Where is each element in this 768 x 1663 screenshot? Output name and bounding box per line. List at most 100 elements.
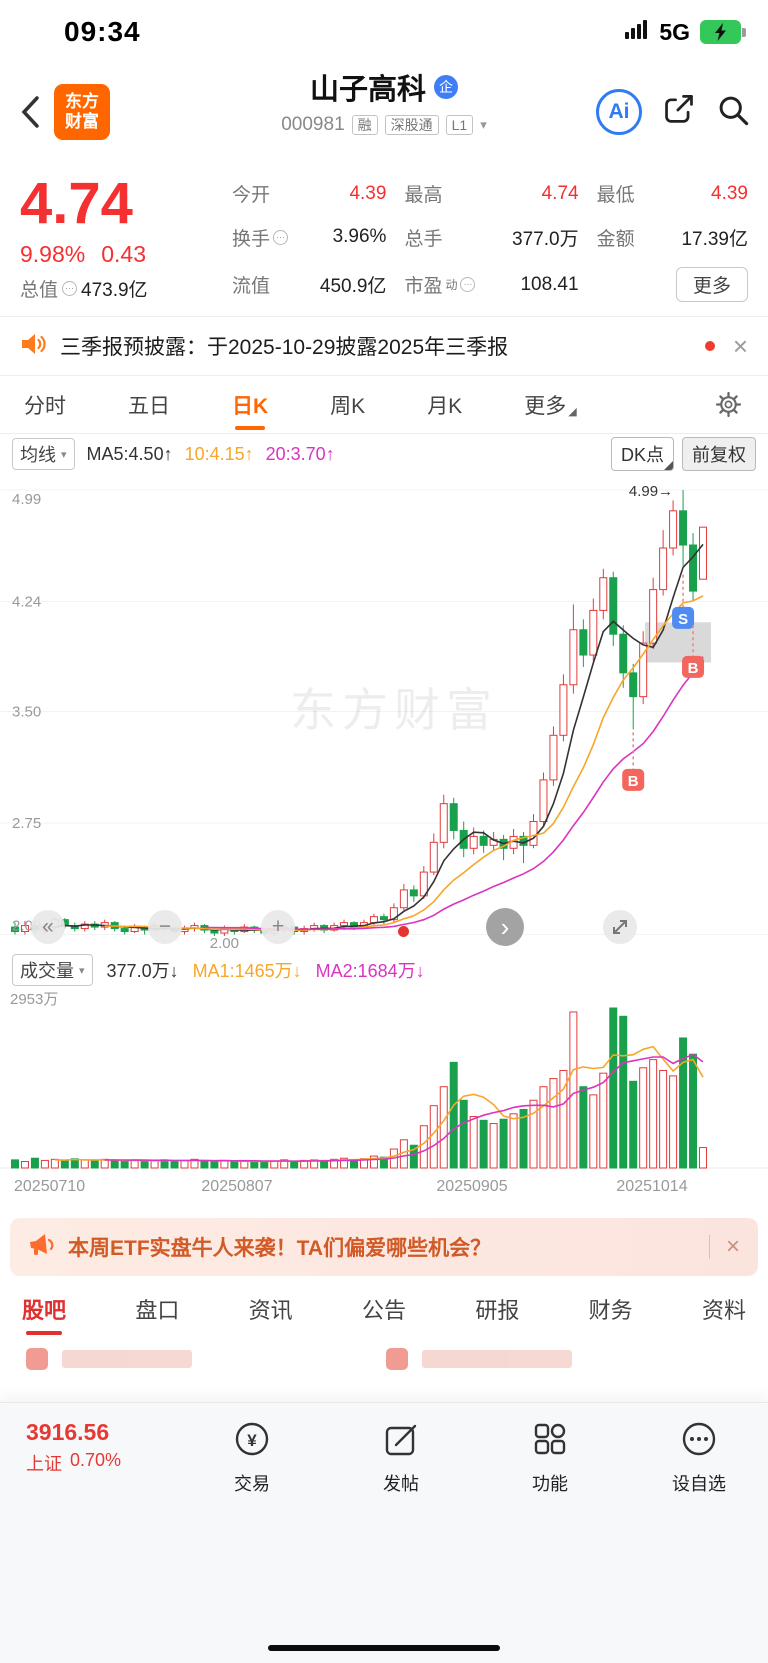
tab-forum[interactable]: 股吧 xyxy=(22,1277,66,1341)
news-bar[interactable]: 三季报预披露：于2025-10-29披露2025年三季报 × xyxy=(0,316,768,376)
price-change: 9.98% 0.43 xyxy=(20,241,232,268)
ai-assistant-button[interactable]: Ai xyxy=(596,89,642,135)
svg-text:B: B xyxy=(688,660,699,677)
speaker-icon xyxy=(20,331,48,362)
ma10-value: 10:4.15↑ xyxy=(184,443,254,464)
tab-daily-k[interactable]: 日K xyxy=(232,376,268,434)
total-cap-value: 473.9亿 xyxy=(81,280,148,301)
svg-text:东方财富: 东方财富 xyxy=(290,684,498,736)
kline-chart-area[interactable]: 东方财富 S B B 4.99 4.24 3.50 2.75 2.00 4.99→ 2.00 « −… xyxy=(0,474,768,952)
dk-points-button[interactable]: DK点 xyxy=(610,437,674,471)
post-icon xyxy=(381,1419,421,1464)
share-icon[interactable] xyxy=(662,93,696,132)
watchlist-icon xyxy=(679,1419,719,1464)
bottom-nav: 3916.56 上证 0.70% ¥ 交易 发帖 xyxy=(0,1402,768,1663)
zoom-out-button[interactable]: − xyxy=(148,910,182,944)
svg-text:20250710: 20250710 xyxy=(14,1178,85,1195)
ma20-value: 20:3.70↑ xyxy=(265,443,335,464)
stat-open: 今开 4.39 xyxy=(232,182,387,207)
current-volume: 377.0万↓ xyxy=(106,961,179,981)
index-name: 上证 xyxy=(26,1454,62,1474)
stat-turnover: 换手 ··· 3.96% xyxy=(232,226,387,250)
info-icon[interactable]: ··· xyxy=(273,229,289,245)
tab-minute[interactable]: 分时 xyxy=(24,394,66,418)
search-icon[interactable] xyxy=(716,93,750,132)
forward-adjust-button[interactable]: 前复权 xyxy=(682,437,756,471)
volume-legend: 成交量 ▾ 377.0万↓ MA1:1465万↓ MA2:1684万↓ xyxy=(0,952,768,988)
market-index[interactable]: 3916.56 上证 0.70% xyxy=(26,1419,146,1476)
svg-text:20251014: 20251014 xyxy=(616,1178,687,1195)
network-type: 5G xyxy=(659,18,690,45)
gear-icon[interactable] xyxy=(715,391,742,418)
nav-trade[interactable]: ¥ 交易 xyxy=(209,1419,295,1496)
close-icon[interactable]: × xyxy=(725,1233,740,1260)
svg-text:4.99→: 4.99→ xyxy=(629,483,673,500)
tab-financials[interactable]: 财务 xyxy=(588,1298,633,1323)
scroll-left-button[interactable]: « xyxy=(31,910,65,944)
info-icon[interactable]: ··· xyxy=(460,277,476,292)
status-bar: 09:34 5G xyxy=(0,0,768,56)
change-percent: 9.98% xyxy=(20,241,86,267)
tab-announcements[interactable]: 公告 xyxy=(361,1298,406,1323)
stat-high: 最高 4.74 xyxy=(404,182,579,207)
more-stats-button[interactable]: 更多 xyxy=(675,267,748,302)
volume-chart-area[interactable]: 2953万 20250710 20250807 20250905 20251014 xyxy=(0,988,768,1200)
svg-text:2.75: 2.75 xyxy=(12,815,41,832)
record-dot xyxy=(398,926,409,937)
close-icon[interactable]: × xyxy=(732,330,748,361)
list-item-icon xyxy=(26,1348,48,1370)
tab-weekly-k[interactable]: 周K xyxy=(330,394,366,418)
svg-text:20250807: 20250807 xyxy=(201,1178,272,1195)
volume-chart[interactable]: 2953万 20250710 20250807 20250905 20251014 xyxy=(0,988,768,1200)
svg-text:¥: ¥ xyxy=(247,1431,257,1450)
margin-tag: 融 xyxy=(351,115,378,135)
news-text[interactable]: 三季报预披露：于2025-10-29披露2025年三季报 xyxy=(60,336,509,359)
total-cap-label: 总值 xyxy=(20,280,59,301)
ma-selector-dropdown[interactable]: 均线 ▾ xyxy=(12,438,75,470)
signal-strength-icon xyxy=(625,19,649,45)
home-indicator[interactable] xyxy=(268,1645,500,1651)
zoom-in-button[interactable]: + xyxy=(261,910,295,944)
tab-profile[interactable]: 资料 xyxy=(701,1298,746,1323)
tab-order-book[interactable]: 盘口 xyxy=(135,1298,180,1323)
enterprise-badge[interactable]: 企 xyxy=(434,75,458,99)
stock-code: 000981 xyxy=(281,114,345,135)
divider xyxy=(708,1235,710,1259)
chevron-down-icon: ▾ xyxy=(61,448,67,461)
tab-research[interactable]: 研报 xyxy=(475,1298,520,1323)
tab-more[interactable]: 更多 ◢ xyxy=(524,394,577,418)
tab-news[interactable]: 资讯 xyxy=(248,1298,293,1323)
megaphone-icon xyxy=(28,1232,56,1263)
chevron-down-icon[interactable]: ▾ xyxy=(480,117,487,132)
promo-banner[interactable]: 本周ETF实盘牛人来袭！TA们偏爱哪些机会？ × xyxy=(10,1218,758,1276)
volume-ma2: MA2:1684万↓ xyxy=(315,961,425,981)
stat-low: 最低 4.39 xyxy=(596,182,748,207)
promo-text[interactable]: 本周ETF实盘牛人来袭！TA们偏爱哪些机会？ xyxy=(68,1237,492,1260)
grid-icon xyxy=(530,1419,570,1464)
info-icon[interactable]: ··· xyxy=(62,281,78,296)
chevron-down-icon: ◢ xyxy=(568,405,577,418)
scroll-right-button[interactable]: › xyxy=(486,908,524,946)
volume-selector-dropdown[interactable]: 成交量 ▾ xyxy=(12,954,93,986)
volume-ma1: MA1:1465万↓ xyxy=(192,961,302,981)
shenzhen-connect-tag: 深股通 xyxy=(384,115,439,135)
nav-features[interactable]: 功能 xyxy=(507,1419,593,1496)
nav-watchlist[interactable]: 设自选 xyxy=(656,1419,742,1496)
svg-text:20250905: 20250905 xyxy=(436,1178,507,1195)
tab-5day[interactable]: 五日 xyxy=(128,394,170,418)
quote-panel: 4.74 9.98% 0.43 总值 ··· 473.9亿 今开 4.39 最高 4… xyxy=(0,168,768,316)
fullscreen-icon[interactable] xyxy=(603,910,637,944)
chart-period-tabs: 分时 五日 日K 周K 月K 更多 ◢ xyxy=(0,376,768,434)
stat-amount: 金额 17.39亿 xyxy=(596,228,748,250)
chevron-down-icon: ▾ xyxy=(79,964,85,977)
svg-text:2953万: 2953万 xyxy=(10,991,58,1008)
svg-text:3.50: 3.50 xyxy=(12,704,41,721)
svg-text:4.99: 4.99 xyxy=(12,491,41,508)
svg-text:B: B xyxy=(628,773,639,790)
back-button[interactable] xyxy=(18,92,52,132)
list-item-icon xyxy=(386,1348,408,1370)
tab-monthly-k[interactable]: 月K xyxy=(427,394,463,418)
eastmoney-logo[interactable]: 东方 财富 xyxy=(54,84,110,140)
nav-post[interactable]: 发帖 xyxy=(358,1419,444,1496)
